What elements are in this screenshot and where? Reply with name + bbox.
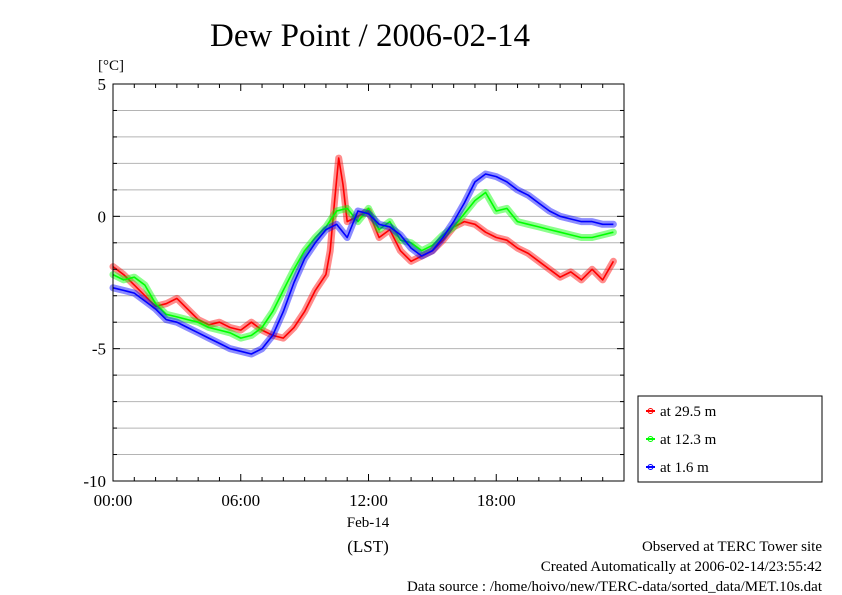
legend: at 29.5 m at 12.3 m at 1.6 m [646,404,717,476]
legend-label: at 1.6 m [660,460,709,476]
footer-created: Created Automatically at 2006-02-14/23:5… [541,559,822,575]
x-tick-label: 00:00 [94,491,133,510]
legend-marker [647,408,654,414]
series-lines [109,154,617,358]
legend-marker [647,464,654,470]
x-tick-label: 18:00 [477,491,516,510]
legend-label: at 12.3 m [660,432,717,448]
footer-source: Data source : /home/hoivo/new/TERC-data/… [407,579,823,595]
legend-box [637,395,823,483]
legend-label: at 29.5 m [660,404,717,420]
x-tick-label: 12:00 [349,491,388,510]
plot-frame [112,83,625,482]
x-axis-ticks: 00:00 06:00 12:00 18:00 [94,84,625,510]
legend-marker [647,436,654,442]
y-axis-ticks: 5 0 -5 -10 [83,75,624,491]
y-tick-label: 5 [98,75,107,94]
x-axis-date-label: Feb-14 [347,515,390,531]
y-tick-label: 0 [98,207,107,226]
grid-lines [113,109,624,456]
y-tick-label: -10 [83,472,106,491]
y-axis-unit-label: [°C] [98,58,124,74]
x-tick-label: 06:00 [221,491,260,510]
series-line-3 [112,173,614,355]
series-line-1 [112,157,615,339]
x-axis-unit-label: (LST) [347,537,389,556]
chart-title: Dew Point / 2006-02-14 [210,18,530,54]
y-tick-label: -5 [92,340,106,359]
series-line-2 [112,191,614,339]
footer-site: Observed at TERC Tower site [642,539,822,555]
series-band-1 [109,154,617,342]
